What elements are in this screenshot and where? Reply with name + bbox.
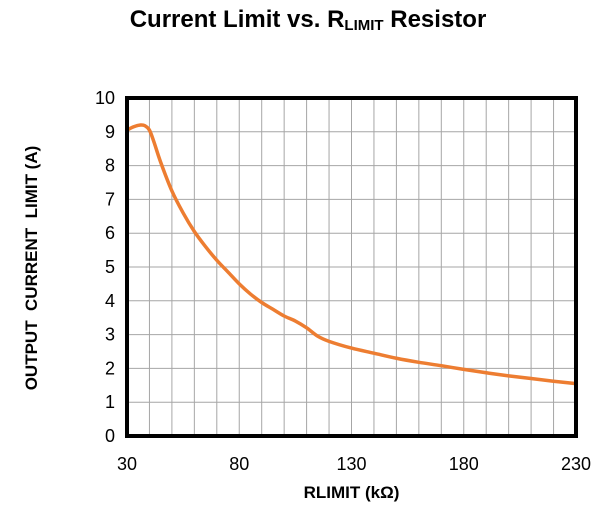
y-tick-label: 2 [105,358,115,378]
chart-title-subscript: LIMIT [344,17,384,34]
chart-title: Current Limit vs. RLIMIT Resistor [0,6,616,34]
x-tick-label: 30 [117,454,137,474]
chart-title-main: Current Limit vs. R [129,6,345,33]
y-tick-label: 8 [105,156,115,176]
plot-frame [125,96,578,438]
y-tick-label: 0 [105,426,115,446]
x-tick-label: 130 [336,454,366,474]
x-axis-label: RLIMIT (kΩ) [303,483,400,502]
y-tick-label: 10 [95,88,115,108]
y-tick-label: 7 [105,189,115,209]
y-tick-label: 1 [105,392,115,412]
x-tick-label: 230 [561,454,591,474]
x-tick-label: 180 [449,454,479,474]
grid-lines [127,98,576,436]
chart-title-tail: Resistor [383,6,487,33]
tick-labels: 0 1 2 3 4 5 6 7 8 9 10 30 80 130 180 230 [95,88,591,474]
y-tick-label: 4 [105,291,115,311]
y-tick-label: 5 [105,257,115,277]
y-tick-label: 9 [105,122,115,142]
y-tick-label: 6 [105,223,115,243]
y-tick-label: 3 [105,325,115,345]
series-line [125,123,578,386]
y-axis-label: OUTPUT CURRENT LIMIT (A) [22,145,41,391]
x-tick-label: 80 [229,454,249,474]
